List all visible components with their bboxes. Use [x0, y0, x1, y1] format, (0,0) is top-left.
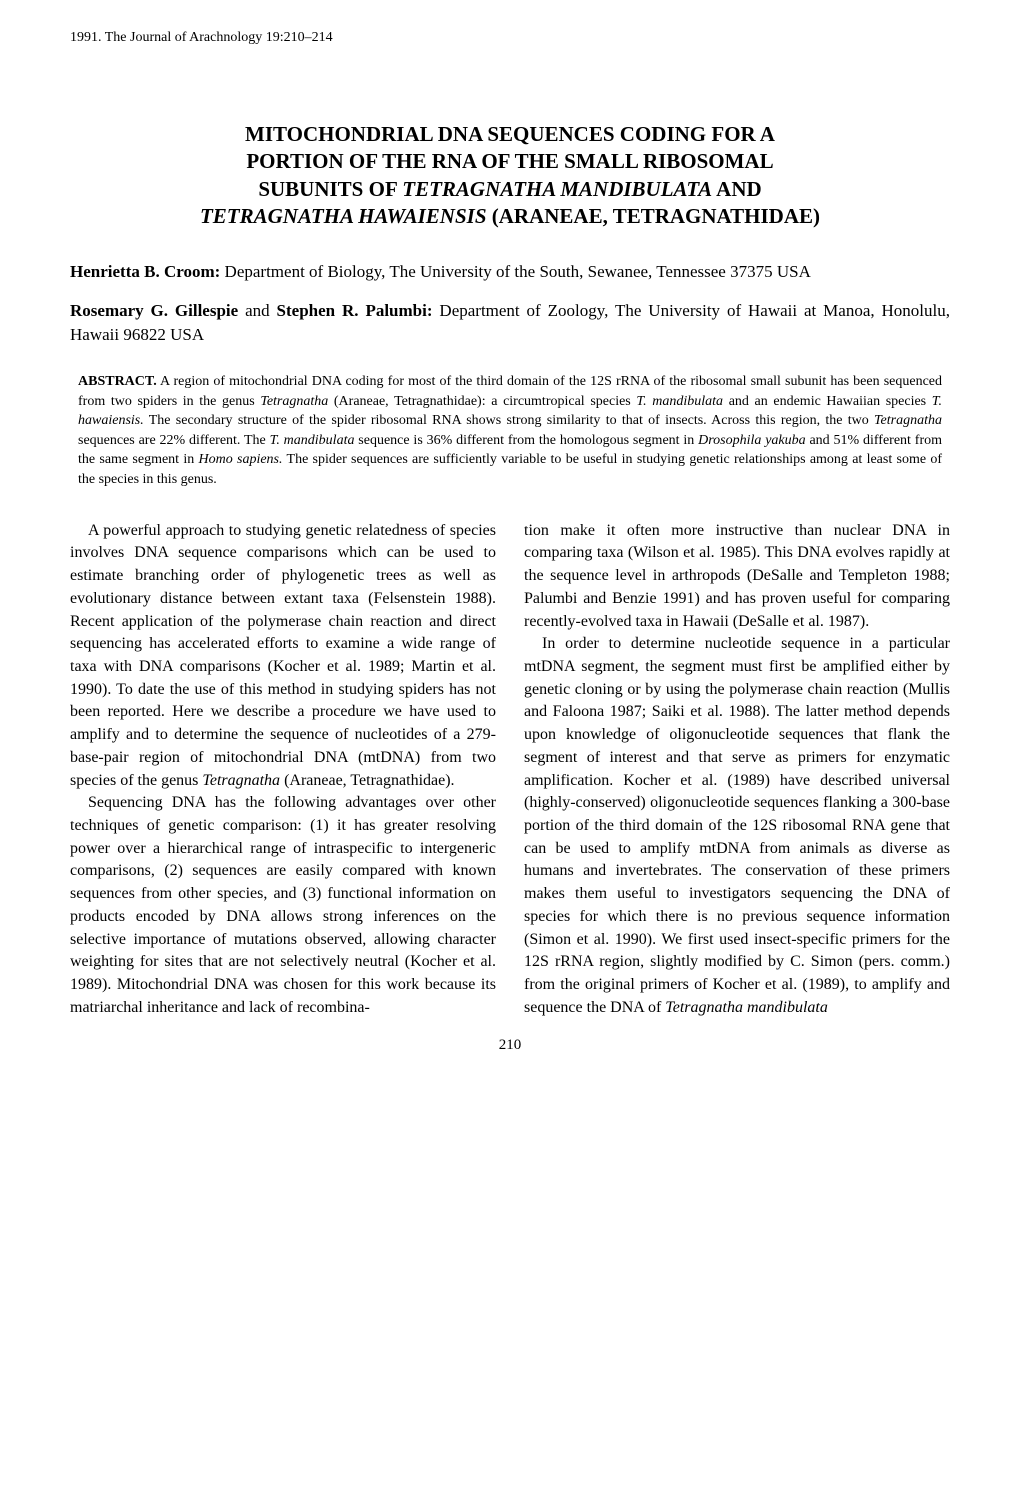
body-columns: A powerful approach to studying genetic … — [70, 520, 950, 1020]
abstract-section: ABSTRACT. A region of mitochondrial DNA … — [70, 372, 950, 490]
abstract-label: ABSTRACT. — [78, 374, 157, 389]
body-para-1: A powerful approach to studying genetic … — [70, 520, 496, 793]
article-title: MITOCHONDRIAL DNA SEQUENCES CODING FOR A… — [70, 121, 950, 230]
title-line1: MITOCHONDRIAL DNA SEQUENCES CODING FOR A… — [200, 122, 820, 228]
author-name-croom: Henrietta B. Croom: — [70, 262, 220, 281]
body-para-2: Sequencing DNA has the following advanta… — [70, 792, 496, 1019]
page-number: 210 — [70, 1037, 950, 1054]
author-name-palumbi: Stephen R. Palumbi: — [277, 301, 433, 320]
body-para-4: In order to determine nucleotide sequenc… — [524, 633, 950, 1019]
author-affil-1: Department of Biology, The University of… — [220, 262, 811, 281]
abstract-text: A region of mitochondrial DNA coding for… — [78, 374, 942, 487]
body-para-3: tion make it often more instructive than… — [524, 520, 950, 634]
left-column: A powerful approach to studying genetic … — [70, 520, 496, 1020]
author-name-gillespie: Rosemary G. Gillespie — [70, 301, 238, 320]
author-block-2: Rosemary G. Gillespie and Stephen R. Pal… — [70, 299, 950, 348]
author-block-1: Henrietta B. Croom: Department of Biolog… — [70, 260, 950, 285]
journal-citation: 1991. The Journal of Arachnology 19:210–… — [70, 30, 950, 46]
right-column: tion make it often more instructive than… — [524, 520, 950, 1020]
author-and: and — [238, 301, 276, 320]
